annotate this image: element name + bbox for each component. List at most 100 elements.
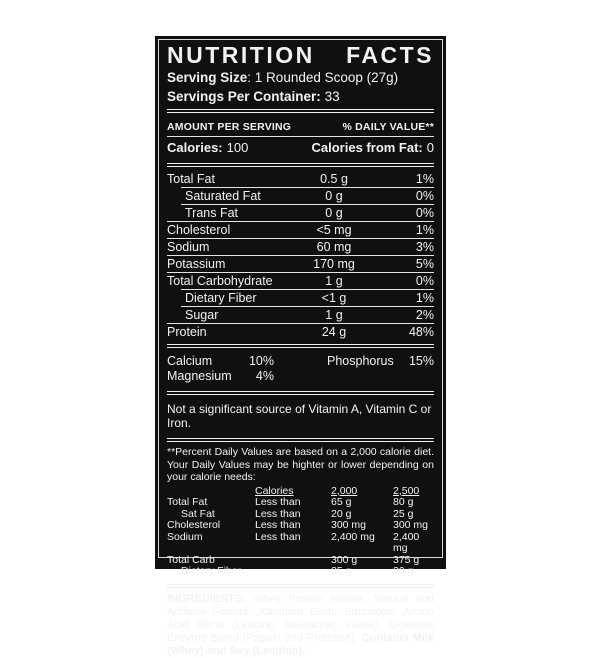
nutrient-name: Potassium [167, 257, 226, 271]
nutrient-amount: 1 g [325, 274, 343, 288]
footnote-v2000: 25 g [331, 565, 352, 577]
nutrient-amount: <1 g [321, 291, 347, 305]
divider-double [167, 583, 434, 588]
footnote-row-total-carb: Total Carb 300 g 375 g [167, 553, 434, 567]
mineral-calcium: Calcium 10% [167, 354, 274, 368]
nutrient-row-sugar: Sugar 1 g 2% [167, 307, 434, 323]
daily-value-header: % DAILY VALUE** [342, 121, 434, 133]
nutrient-dv: 5% [415, 257, 434, 271]
divider-double [167, 438, 434, 442]
nutrient-name: Sodium [167, 240, 210, 254]
footnote-qualifier: Less than [255, 519, 301, 531]
footnote-v2000: 65 g [331, 496, 352, 508]
ingredients-paragraph: INGREDIENTS: Whey Protein Isolate, Natur… [167, 593, 434, 658]
footnote-name: Total Fat [167, 496, 208, 508]
serving-size-value: : 1 Rounded Scoop (27g) [247, 70, 399, 85]
footnote-v2500: 300 mg [393, 519, 429, 531]
nutrient-name: Trans Fat [185, 206, 239, 220]
mineral-dv: 4% [255, 369, 274, 383]
footnote-qualifier [255, 555, 331, 567]
nutrient-dv: 3% [415, 240, 434, 254]
footnote-name: Sodium [167, 530, 203, 543]
nutrient-dv: 2% [415, 308, 434, 322]
serving-size-label: Serving Size [167, 70, 248, 85]
nutrient-row-potassium: Potassium 170 mg 5% [167, 256, 434, 272]
nutrient-row-total-fat: Total Fat 0.5 g 1% [167, 171, 434, 187]
daily-value-footnote: **Percent Daily Values are based on a 2,… [167, 446, 434, 483]
divider-thin [167, 272, 434, 273]
nutrient-row-protein: Protein 24 g 48% [167, 324, 434, 340]
divider-double [167, 391, 434, 395]
divider-thin [181, 187, 434, 188]
footnote-name: Sat Fat [181, 507, 215, 520]
nutrient-dv: 1% [415, 223, 434, 237]
nutrient-name: Saturated Fat [185, 189, 261, 203]
footnote-row-cholesterol: Cholesterol Less than 300 mg 300 mg [167, 519, 434, 532]
nutrient-amount: 0.5 g [320, 172, 348, 186]
divider-thin [167, 255, 434, 256]
divider-thin [181, 289, 434, 290]
footnote-table-header: Calories 2,000 2,500 [167, 484, 434, 498]
divider-double [167, 163, 434, 167]
ingredients-label: INGREDIENTS: [167, 592, 246, 605]
nutrient-amount: 0 g [325, 206, 343, 220]
nutrient-row-trans-fat: Trans Fat 0 g 0% [167, 205, 434, 221]
footnote-v2000: 300 mg [331, 519, 367, 531]
nutrient-name: Sugar [185, 308, 219, 322]
footnote-v2500: 80 g [393, 496, 414, 508]
label-content: NUTRITION FACTS Serving Size: 1 Rounded … [167, 42, 434, 658]
divider-thin [167, 238, 434, 239]
nutrient-dv: 0% [415, 189, 434, 203]
not-significant-note: Not a significant source of Vitamin A, V… [167, 402, 432, 430]
servings-value: 33 [324, 89, 340, 104]
calories-from-fat-value: 0 [426, 140, 434, 155]
mineral-dv: 15% [408, 354, 434, 368]
nutrient-amount: 170 mg [313, 257, 355, 271]
nutrient-dv: 48% [408, 325, 434, 339]
footnote-row-dietary-fiber: Dietary Fiber 25 g 30 g [167, 565, 434, 578]
footnote-row-sodium: Sodium Less than 2,400 mg 2,400 mg [167, 530, 434, 555]
mineral-name: Phosphorus [327, 354, 394, 368]
nutrition-facts-label: NUTRITION FACTS Serving Size: 1 Rounded … [155, 36, 446, 657]
footnote-v2500: 25 g [393, 507, 414, 520]
nutrient-row-sodium: Sodium 60 mg 3% [167, 239, 434, 255]
nutrient-name: Cholesterol [167, 223, 231, 237]
footnote-v2000: 300 g [331, 553, 358, 566]
nutrient-row-dietary-fiber: Dietary Fiber <1 g 1% [167, 290, 434, 306]
nutrient-name: Total Carbohydrate [167, 274, 273, 288]
footnote-name: Dietary Fiber [181, 565, 242, 577]
divider-thin [167, 136, 434, 137]
footnote-col-2000: 2,000 [331, 484, 358, 497]
nutrient-dv: 0% [415, 206, 434, 220]
footnote-v2500: 2,400 mg [393, 530, 420, 554]
mineral-phosphorus: Phosphorus 15% [327, 354, 434, 368]
minerals-row-2: Magnesium 4% [167, 369, 434, 384]
mineral-dv: 10% [248, 354, 274, 368]
footnote-col-2500: 2,500 [393, 484, 420, 497]
footnote-v2000: 20 g [331, 507, 352, 520]
calories-value: 100 [226, 140, 249, 155]
nutrient-name: Dietary Fiber [185, 291, 257, 305]
calories-label: Calories: [167, 140, 223, 155]
footnote-name: Total Carb [167, 553, 215, 566]
divider-thin [181, 306, 434, 307]
title-word-facts: FACTS [346, 42, 434, 68]
table-header-row: AMOUNT PER SERVING % DAILY VALUE** [167, 117, 434, 136]
nutrient-amount: <5 mg [316, 223, 352, 237]
servings-per-container-line: Servings Per Container: 33 [167, 89, 434, 105]
nutrient-name: Protein [167, 325, 207, 339]
nutrient-name: Total Fat [167, 172, 215, 186]
footnote-v2500: 30 g [393, 565, 414, 577]
footnote-col-calories: Calories [255, 484, 294, 497]
footnote-qualifier: Less than [255, 507, 301, 520]
footnote-row-total-fat: Total Fat Less than 65 g 80 g [167, 496, 434, 509]
footnote-v2500: 375 g [393, 553, 420, 566]
calories-row: Calories: 100 Calories from Fat: 0 [167, 137, 434, 159]
nutrient-dv: 1% [415, 172, 434, 186]
title-word-nutrition: NUTRITION [167, 42, 315, 68]
divider-double [167, 109, 434, 113]
calories-from-fat-label: Calories from Fat: [311, 140, 423, 155]
serving-size-line: Serving Size: 1 Rounded Scoop (27g) [167, 70, 434, 86]
nutrient-dv: 1% [415, 291, 434, 305]
page: { "colors": { "page_background": "#fffff… [155, 36, 446, 657]
